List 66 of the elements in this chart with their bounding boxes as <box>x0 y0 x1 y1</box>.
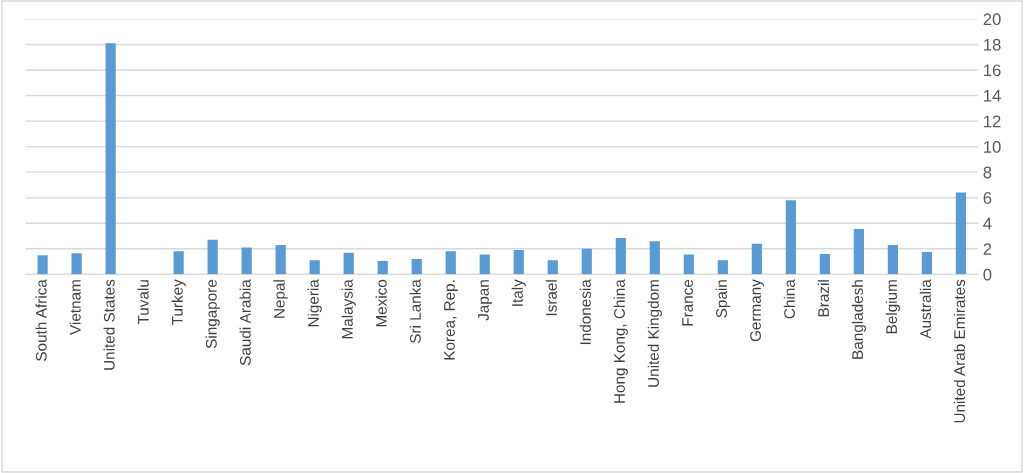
bar <box>887 244 898 275</box>
bar <box>955 192 967 275</box>
x-tick-label: Spain <box>715 280 730 318</box>
x-tick-label: Indonesia <box>579 279 591 345</box>
x-tick-label: Vietnam <box>69 280 81 335</box>
bar <box>513 250 524 275</box>
bar <box>615 237 626 275</box>
x-tick-label: United States <box>103 279 115 370</box>
bar <box>37 255 48 275</box>
y-tick-label: 20 <box>983 13 1001 26</box>
x-tick-label: Nepal <box>273 280 288 318</box>
bar <box>683 254 694 275</box>
x-tick-label: South Africa <box>35 279 47 361</box>
x-tick-label: Mexico <box>375 279 387 327</box>
x-tick-label: Germany <box>750 279 764 342</box>
bar <box>275 244 286 275</box>
x-tick-label: Belgium <box>885 280 901 334</box>
y-tick-label: 4 <box>983 217 992 230</box>
bar <box>819 253 830 275</box>
bar <box>241 247 252 275</box>
x-tick-label: Italy <box>511 279 526 306</box>
bar <box>547 260 558 275</box>
x-tick-label: Singapore <box>205 279 220 349</box>
y-tick-label: 2 <box>983 243 992 255</box>
y-tick-label: 0 <box>983 268 992 281</box>
x-tick-label: Malaysia <box>341 279 356 339</box>
bar <box>445 251 456 275</box>
x-tick-label: Turkey <box>171 279 186 325</box>
bar <box>71 253 82 275</box>
x-tick-label: Japan <box>478 280 492 321</box>
x-tick-label: United Arab Emirates <box>953 279 966 423</box>
x-tick-label: United Kingdom <box>647 280 662 387</box>
x-tick-label: Nigeria <box>307 279 322 327</box>
y-tick-label: 18 <box>984 38 1001 51</box>
x-tick-label: Korea, Rep. <box>444 280 458 360</box>
y-tick-label: 14 <box>984 90 1001 102</box>
x-tick-label: Brazil <box>817 280 829 317</box>
bar <box>853 229 864 275</box>
x-tick-label: France <box>682 279 693 326</box>
bar <box>751 243 762 275</box>
y-tick-label: 16 <box>984 64 1001 77</box>
x-tick-label: Israel <box>545 280 557 316</box>
bar <box>581 248 592 275</box>
x-tick-label: Sri Lanka <box>409 279 421 344</box>
y-tick-label: 6 <box>983 192 992 204</box>
bar <box>717 260 728 275</box>
x-tick-label: Bangladesh <box>851 280 866 359</box>
x-tick-label: Tuvalu <box>137 280 149 325</box>
bar <box>649 241 660 275</box>
bar <box>173 251 184 275</box>
y-tick-label: 12 <box>984 115 1001 128</box>
x-tick-label: Australia <box>919 279 931 339</box>
bar <box>377 260 388 275</box>
bar <box>785 200 796 275</box>
bar <box>105 43 116 275</box>
bar <box>479 254 490 275</box>
bar <box>207 239 218 275</box>
y-tick-label: 10 <box>984 141 1001 153</box>
bar <box>411 259 422 275</box>
bar <box>921 251 932 275</box>
x-tick-label: Hong Kong, China <box>613 279 628 403</box>
y-tick-label: 8 <box>983 166 992 179</box>
bar <box>309 260 320 275</box>
x-tick-label: China <box>783 279 795 319</box>
bar <box>343 252 354 275</box>
x-tick-label: Saudi Arabia <box>239 279 251 366</box>
